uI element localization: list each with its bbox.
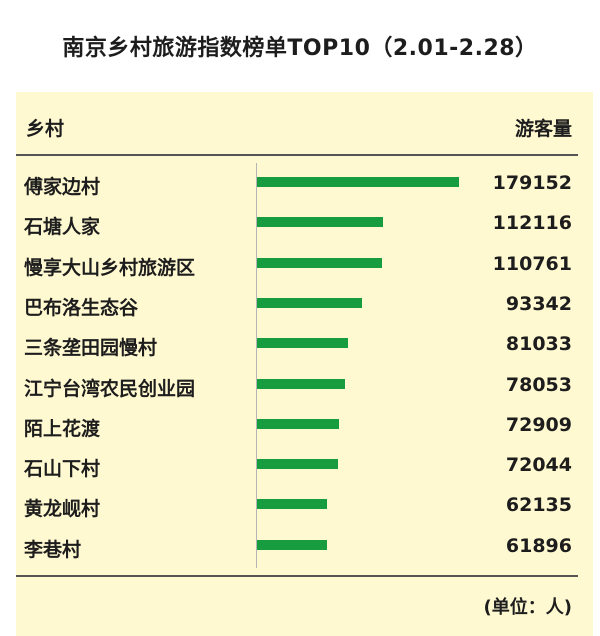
bar	[257, 257, 382, 268]
category-label: 巴布洛生态谷	[24, 296, 139, 319]
column-header-visitors: 游客量	[514, 118, 572, 140]
value-label: 78053	[505, 373, 572, 396]
bar	[257, 217, 384, 228]
header-divider	[16, 154, 578, 156]
bar	[257, 177, 459, 187]
bar	[257, 499, 328, 510]
category-label: 傅家边村	[24, 176, 101, 198]
category-label: 石山下村	[24, 458, 101, 481]
bar	[257, 297, 363, 308]
category-label: 江宁台湾农民创业园	[24, 377, 196, 400]
chart-title: 南京乡村旅游指数榜单TOP10（2.01-2.28）	[62, 36, 538, 61]
value-label: 112116	[492, 212, 572, 235]
value-label: 93342	[505, 292, 572, 315]
bar	[257, 338, 349, 349]
category-label: 李巷村	[24, 538, 82, 561]
category-label: 慢享大山乡村旅游区	[24, 256, 196, 279]
bar	[257, 539, 327, 550]
value-label: 72044	[505, 454, 572, 477]
bar	[257, 378, 345, 389]
category-label: 黄龙岘村	[24, 498, 101, 521]
footer-divider	[16, 575, 578, 577]
unit-note: (单位：人)	[483, 597, 572, 618]
value-label: 62135	[505, 494, 572, 517]
value-label: 81033	[505, 333, 572, 356]
value-label: 179152	[492, 172, 572, 194]
value-label: 110761	[492, 252, 572, 275]
bar	[257, 459, 339, 470]
value-label: 61896	[505, 534, 572, 557]
column-header-village: 乡村	[26, 118, 65, 140]
value-label: 72909	[505, 413, 572, 436]
category-label: 石塘人家	[24, 216, 101, 239]
bar-baseline-axis	[256, 163, 257, 568]
bar	[257, 418, 340, 429]
category-label: 三条垄田园慢村	[24, 337, 158, 360]
category-label: 陌上花渡	[24, 417, 101, 440]
